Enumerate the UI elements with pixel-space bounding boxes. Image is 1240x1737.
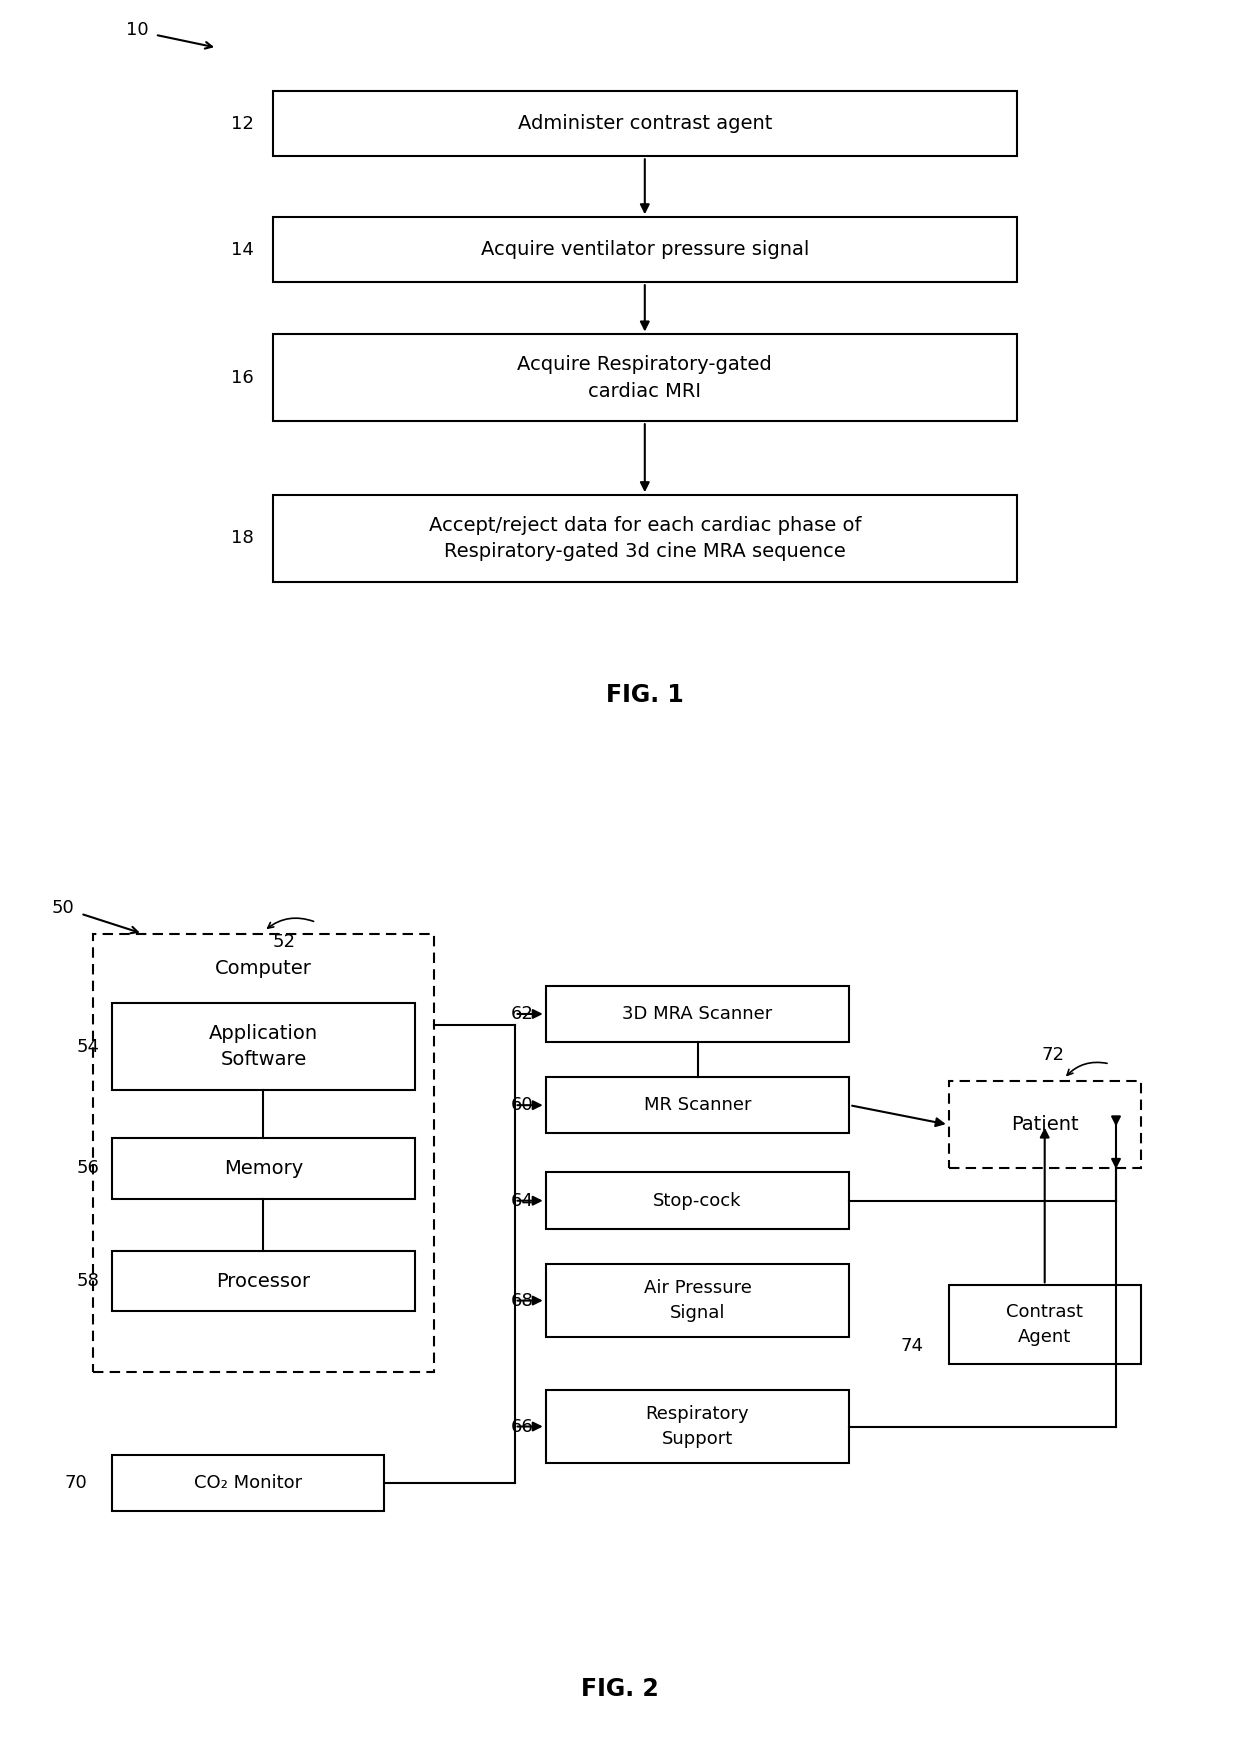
Text: 54: 54: [76, 1037, 99, 1056]
Text: 12: 12: [232, 115, 254, 132]
Text: CO₂ Monitor: CO₂ Monitor: [193, 1475, 303, 1492]
Text: Contrast
Agent: Contrast Agent: [1007, 1303, 1083, 1346]
FancyBboxPatch shape: [112, 1138, 415, 1199]
FancyBboxPatch shape: [112, 1251, 415, 1311]
FancyBboxPatch shape: [949, 1285, 1141, 1364]
Text: 74: 74: [900, 1337, 924, 1355]
Text: MR Scanner: MR Scanner: [644, 1096, 751, 1113]
Text: Computer: Computer: [215, 959, 312, 978]
FancyBboxPatch shape: [112, 1456, 384, 1511]
Text: 3D MRA Scanner: 3D MRA Scanner: [622, 1006, 773, 1023]
Text: 10: 10: [126, 21, 149, 40]
Text: 58: 58: [77, 1271, 99, 1291]
FancyBboxPatch shape: [112, 1004, 415, 1091]
Text: Application
Software: Application Software: [208, 1023, 319, 1070]
Text: Processor: Processor: [217, 1271, 310, 1291]
FancyBboxPatch shape: [273, 334, 1017, 420]
FancyBboxPatch shape: [273, 495, 1017, 582]
Text: Accept/reject data for each cardiac phase of
Respiratory-gated 3d cine MRA seque: Accept/reject data for each cardiac phas…: [429, 516, 861, 561]
Text: Acquire Respiratory-gated
cardiac MRI: Acquire Respiratory-gated cardiac MRI: [517, 354, 773, 401]
Text: 18: 18: [232, 530, 254, 547]
Text: 50: 50: [52, 898, 74, 917]
FancyBboxPatch shape: [546, 1265, 849, 1337]
Text: Acquire ventilator pressure signal: Acquire ventilator pressure signal: [481, 240, 808, 259]
Text: Patient: Patient: [1011, 1115, 1079, 1134]
Text: 66: 66: [511, 1417, 533, 1435]
FancyBboxPatch shape: [93, 933, 434, 1372]
FancyBboxPatch shape: [273, 217, 1017, 281]
Text: 70: 70: [64, 1473, 87, 1492]
Text: Memory: Memory: [224, 1159, 303, 1178]
Text: 72: 72: [1042, 1046, 1065, 1063]
FancyBboxPatch shape: [546, 1172, 849, 1230]
Text: FIG. 1: FIG. 1: [606, 683, 683, 707]
Text: 62: 62: [511, 1006, 533, 1023]
Text: 16: 16: [232, 368, 254, 387]
Text: FIG. 2: FIG. 2: [582, 1678, 658, 1701]
Text: 64: 64: [511, 1192, 533, 1209]
Text: Administer contrast agent: Administer contrast agent: [517, 115, 773, 134]
FancyBboxPatch shape: [546, 1390, 849, 1463]
FancyBboxPatch shape: [949, 1080, 1141, 1167]
Text: Stop-cock: Stop-cock: [653, 1192, 742, 1209]
Text: 52: 52: [273, 933, 296, 950]
Text: 68: 68: [511, 1292, 533, 1310]
Text: 56: 56: [77, 1159, 99, 1178]
FancyBboxPatch shape: [546, 1077, 849, 1133]
FancyBboxPatch shape: [273, 90, 1017, 156]
Text: Respiratory
Support: Respiratory Support: [646, 1405, 749, 1449]
FancyBboxPatch shape: [546, 987, 849, 1042]
Text: 60: 60: [511, 1096, 533, 1113]
Text: Air Pressure
Signal: Air Pressure Signal: [644, 1278, 751, 1322]
Text: 14: 14: [232, 241, 254, 259]
